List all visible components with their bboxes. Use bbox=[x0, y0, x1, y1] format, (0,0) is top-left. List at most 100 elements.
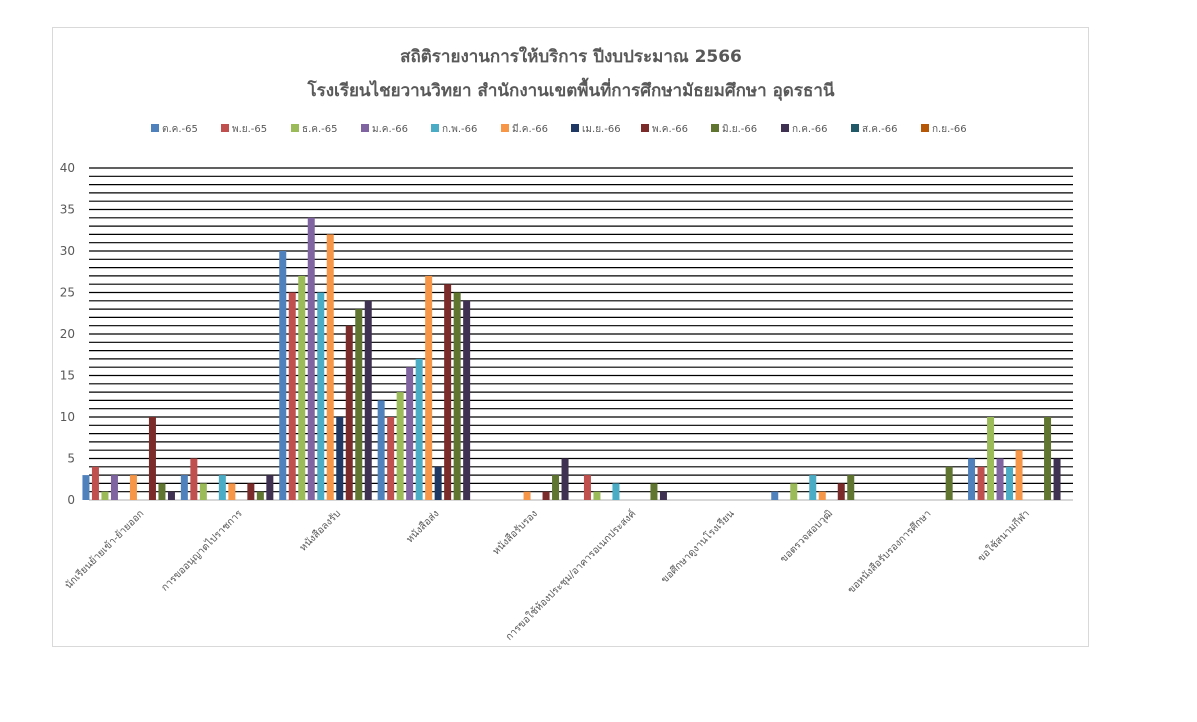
bar bbox=[425, 275, 433, 500]
bar bbox=[453, 292, 461, 500]
bar bbox=[101, 491, 109, 500]
bar bbox=[317, 292, 325, 500]
legend: ต.ค.-65 พ.ย.-65 ธ.ค.-65 ม.ค.-66 ก.พ.-66 มี.ค.… bbox=[151, 123, 967, 135]
bar bbox=[199, 483, 207, 500]
bar bbox=[387, 417, 395, 500]
x-category-label: ขอศึกษาดูงานโรงเรียน bbox=[658, 507, 737, 586]
bar bbox=[129, 475, 137, 500]
bar bbox=[1044, 417, 1052, 500]
bars bbox=[82, 217, 1061, 501]
x-category-label: ขอใช้สนามกีฬา bbox=[975, 508, 1032, 565]
legend-swatch bbox=[921, 124, 929, 132]
bar bbox=[307, 217, 315, 501]
y-tick-label: 15 bbox=[60, 369, 75, 383]
bar bbox=[406, 367, 414, 500]
gridlines bbox=[89, 167, 1073, 501]
bar bbox=[612, 483, 620, 500]
legend-swatch bbox=[361, 124, 369, 132]
y-tick-label: 40 bbox=[60, 161, 75, 175]
legend-label: ก.พ.-66 bbox=[442, 124, 477, 135]
bar bbox=[847, 475, 855, 500]
legend-swatch bbox=[571, 124, 579, 132]
bar bbox=[463, 300, 471, 500]
bar bbox=[837, 483, 845, 500]
bar bbox=[396, 392, 404, 500]
bar bbox=[790, 483, 798, 500]
bar bbox=[82, 475, 90, 500]
x-category-label: ขอหนังสือรับรองการศึกษา bbox=[845, 508, 933, 596]
bar bbox=[987, 417, 995, 500]
bar bbox=[1015, 450, 1023, 500]
bar bbox=[809, 475, 817, 500]
x-category-label: หนังสือรับรอง bbox=[490, 508, 540, 558]
bar bbox=[583, 475, 591, 500]
bar bbox=[345, 325, 353, 500]
x-category-label: นักเรียนย้ายเข้า-ย้ายออก bbox=[62, 508, 146, 592]
y-tick-label: 10 bbox=[60, 410, 75, 424]
bar bbox=[167, 491, 175, 500]
bar bbox=[444, 284, 452, 500]
chart-area: สถิติรายงานการให้บริการ ปีงบประมาณ 2566 … bbox=[52, 27, 1089, 647]
bar bbox=[148, 417, 156, 500]
bar bbox=[561, 458, 569, 500]
legend-swatch bbox=[781, 124, 789, 132]
bar bbox=[180, 475, 188, 500]
legend-swatch bbox=[501, 124, 509, 132]
bar bbox=[1006, 466, 1014, 500]
bar bbox=[298, 275, 306, 500]
bar bbox=[158, 483, 166, 500]
bar bbox=[190, 458, 198, 500]
bar bbox=[434, 466, 442, 500]
x-category-label: การขออนุญาตไปราชการ bbox=[159, 507, 245, 593]
x-category-label: หนังสือลงรับ bbox=[297, 508, 343, 554]
legend-swatch bbox=[851, 124, 859, 132]
bar-chart: สถิติรายงานการให้บริการ ปีงบประมาณ 2566 … bbox=[60, 46, 1073, 643]
bar bbox=[256, 491, 264, 500]
legend-swatch bbox=[711, 124, 719, 132]
legend-label: ธ.ค.-65 bbox=[302, 124, 337, 135]
legend-swatch bbox=[641, 124, 649, 132]
bar bbox=[818, 491, 826, 500]
bar bbox=[326, 234, 334, 500]
legend-swatch bbox=[151, 124, 159, 132]
x-category-label: หนังสือส่ง bbox=[404, 508, 442, 546]
bar bbox=[945, 466, 953, 500]
legend-swatch bbox=[431, 124, 439, 132]
bar bbox=[552, 475, 560, 500]
legend-label: พ.ย.-65 bbox=[232, 124, 267, 135]
bar bbox=[523, 491, 531, 500]
bar bbox=[1053, 458, 1061, 500]
bar bbox=[415, 358, 423, 500]
bar bbox=[247, 483, 255, 500]
y-tick-label: 25 bbox=[60, 286, 75, 300]
legend-label: ม.ค.-66 bbox=[372, 124, 408, 135]
legend-label: เม.ย.-66 bbox=[582, 124, 621, 135]
bar bbox=[355, 309, 363, 500]
y-tick-label: 5 bbox=[67, 452, 75, 466]
y-axis: 0 5 10 15 20 25 30 35 40 bbox=[60, 161, 75, 507]
bar bbox=[593, 491, 601, 500]
legend-swatch bbox=[221, 124, 229, 132]
y-tick-label: 35 bbox=[60, 203, 75, 217]
y-tick-label: 20 bbox=[60, 327, 75, 341]
bar bbox=[968, 458, 976, 500]
bar bbox=[659, 491, 667, 500]
bar bbox=[218, 475, 226, 500]
bar bbox=[266, 475, 274, 500]
chart-title-line1: สถิติรายงานการให้บริการ ปีงบประมาณ 2566 bbox=[400, 46, 742, 67]
legend-label: ก.ค.-66 bbox=[792, 124, 827, 135]
legend-label: ก.ย.-66 bbox=[932, 124, 967, 135]
legend-label: มิ.ย.-66 bbox=[722, 124, 757, 135]
y-tick-label: 30 bbox=[60, 244, 75, 258]
legend-label: ส.ค.-66 bbox=[862, 124, 897, 135]
bar bbox=[996, 458, 1004, 500]
bar bbox=[336, 417, 344, 500]
bar bbox=[110, 475, 118, 500]
chart-title-line2: โรงเรียนไชยวานวิทยา สำนักงานเขตพื้นที่กา… bbox=[306, 77, 834, 101]
bar bbox=[650, 483, 658, 500]
legend-swatch bbox=[291, 124, 299, 132]
bar bbox=[977, 466, 985, 500]
legend-label: ต.ค.-65 bbox=[162, 124, 198, 135]
bar bbox=[288, 292, 296, 500]
bar bbox=[228, 483, 236, 500]
